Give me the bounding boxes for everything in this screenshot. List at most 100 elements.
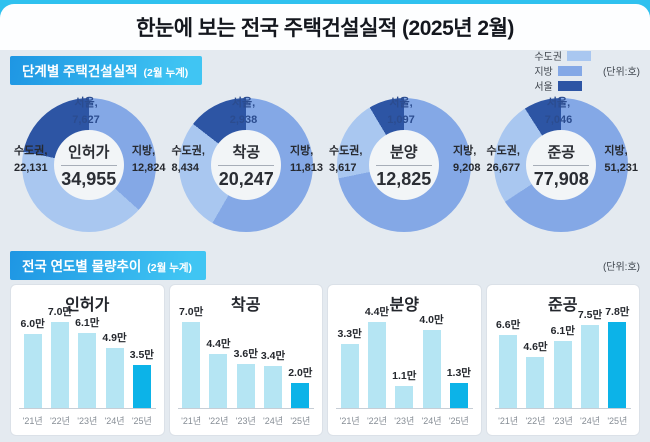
label-local-name: 지방, bbox=[604, 145, 628, 157]
donut-chart: 착공 20,247 서울, 2,938 수도권, 8,434 지방, 11,813 bbox=[168, 85, 326, 245]
bar bbox=[78, 333, 97, 408]
year-axis: '21년 '22년 '23년 '24년 '25년 bbox=[495, 414, 632, 427]
bar-chart-card: 분양 3.3만 4.4만 1.1만 4.0만 1.3만 '21년 '22년 '23년 '24년 '2… bbox=[327, 284, 482, 436]
label-seoul: 서울, 7,046 bbox=[545, 95, 573, 129]
bar-value-label: 1.1만 bbox=[392, 370, 417, 382]
bar-value-label: 3.3만 bbox=[337, 328, 362, 340]
donut-title: 분양 bbox=[389, 143, 418, 161]
bar bbox=[422, 330, 441, 408]
year-label: '21년 bbox=[339, 416, 360, 426]
year-axis: '21년 '22년 '23년 '24년 '25년 bbox=[336, 414, 473, 427]
bar-slot: 7.0만 bbox=[179, 304, 203, 408]
bar bbox=[50, 322, 69, 408]
bar-slot: 4.4만 bbox=[206, 336, 231, 408]
bar-slot: 2.0만 bbox=[288, 365, 312, 408]
label-local: 지방, 12,824 bbox=[132, 143, 166, 177]
bar-slot: 3.5만 bbox=[130, 347, 154, 408]
top-accent-strip: 한눈에 보는 전국 주택건설실적 (2025년 2월) bbox=[0, 0, 650, 50]
donut-center: 착공 20,247 bbox=[211, 130, 282, 200]
year-label: '24년 bbox=[421, 416, 442, 426]
bar-value-label: 4.9만 bbox=[102, 332, 127, 344]
bar-chart-title: 준공 bbox=[548, 297, 578, 314]
bar-slot: 1.3만 bbox=[447, 365, 471, 408]
legend-item: 수도권 bbox=[534, 48, 591, 63]
label-capital: 수도권, 8,434 bbox=[172, 143, 205, 177]
label-seoul-name: 서울, bbox=[546, 97, 571, 109]
bar bbox=[526, 357, 545, 408]
bar-slot: 7.8만 bbox=[605, 304, 629, 408]
section1-badge-subtitle: (2월 누계) bbox=[143, 67, 189, 79]
donut-chart-row: 인허가 34,955 서울, 7,627 수도권, 22,131 지방, 12,824 착공 20… bbox=[10, 85, 640, 245]
bar-value-label: 2.0만 bbox=[288, 367, 313, 379]
year-label: '22년 bbox=[366, 416, 387, 426]
label-capital: 수도권, 22,131 bbox=[14, 143, 48, 177]
label-capital-value: 3,617 bbox=[329, 162, 357, 175]
donut-chart: 인허가 34,955 서울, 7,627 수도권, 22,131 지방, 12,824 bbox=[10, 85, 168, 245]
bar-value-label: 7.0만 bbox=[179, 306, 204, 318]
year-axis: '21년 '22년 '23년 '24년 '25년 bbox=[178, 414, 315, 427]
label-capital-value: 8,434 bbox=[171, 162, 200, 175]
bar-chart-plot: 6.6만 4.6만 6.1만 7.5만 7.8만 bbox=[494, 304, 631, 409]
year-label: '22년 bbox=[208, 416, 229, 426]
donut-total-value: 20,247 bbox=[218, 168, 274, 189]
label-local-name: 지방, bbox=[131, 145, 156, 157]
bar bbox=[608, 322, 627, 408]
bar-slot: 1.1만 bbox=[392, 368, 416, 408]
legend-label: 서울 bbox=[534, 82, 553, 93]
donut-divider bbox=[60, 164, 117, 166]
section1-badge-title: 단계별 주택건설실적 bbox=[22, 64, 138, 79]
label-capital: 수도권, 3,617 bbox=[329, 143, 362, 177]
bar-value-label: 4.0만 bbox=[419, 314, 444, 326]
title-band: 한눈에 보는 전국 주택건설실적 (2025년 2월) bbox=[0, 4, 650, 50]
section2-badge-subtitle: (2월 누계) bbox=[147, 262, 193, 274]
donut-center: 인허가 34,955 bbox=[53, 130, 124, 200]
bar-value-label: 7.8만 bbox=[605, 306, 630, 318]
bar-chart-plot: 6.0만 7.0만 6.1만 4.9만 3.5만 bbox=[19, 305, 156, 409]
section2-header-row: 전국 연도별 물량추이 (2월 누계) (단위:호) bbox=[10, 251, 640, 280]
bar-value-label: 7.0만 bbox=[47, 306, 73, 318]
section1-badge: 단계별 주택건설실적 (2월 누계) bbox=[10, 56, 203, 85]
bar-slot: 7.0만 bbox=[48, 304, 72, 408]
label-local: 지방, 11,813 bbox=[290, 143, 323, 177]
donut-title: 인허가 bbox=[68, 143, 110, 161]
donut-ring: 준공 77,908 bbox=[494, 98, 629, 232]
bar-chart-title: 분양 bbox=[389, 297, 419, 314]
year-label: '24년 bbox=[263, 416, 284, 426]
year-label: '24년 bbox=[104, 416, 125, 426]
donut-total-value: 34,955 bbox=[61, 168, 117, 189]
section1-header-row: 단계별 주택건설실적 (2월 누계) 수도권 지방 서울 (단위:호) bbox=[10, 50, 640, 93]
label-local-value: 12,824 bbox=[131, 162, 166, 175]
bar bbox=[553, 341, 572, 408]
label-local-value: 9,208 bbox=[452, 162, 481, 175]
legend: 수도권 지방 서울 (단위:호) bbox=[534, 48, 640, 93]
bar-slot: 6.0만 bbox=[21, 316, 45, 408]
donut-ring: 인허가 34,955 bbox=[21, 98, 156, 232]
bar-value-label: 3.6만 bbox=[233, 348, 258, 360]
bar-value-label: 3.5만 bbox=[129, 349, 154, 361]
label-seoul-name: 서울, bbox=[389, 97, 413, 109]
bar bbox=[581, 325, 600, 408]
content-area: 단계별 주택건설실적 (2월 누계) 수도권 지방 서울 (단위:호) 인허가 34,… bbox=[0, 50, 650, 436]
legend-item: 지방 bbox=[534, 63, 591, 78]
label-seoul-name: 서울, bbox=[231, 97, 256, 109]
bar-value-label: 7.5만 bbox=[577, 309, 603, 321]
year-label: '25년 bbox=[607, 416, 628, 426]
year-label: '25년 bbox=[448, 416, 469, 426]
year-label: '23년 bbox=[235, 416, 256, 426]
bar-chart-title: 인허가 bbox=[65, 297, 110, 314]
bar bbox=[449, 383, 468, 408]
donut-ring: 분양 12,825 bbox=[336, 98, 471, 232]
legend-label: 지방 bbox=[534, 67, 553, 78]
bar bbox=[264, 366, 283, 408]
label-seoul-value: 1,097 bbox=[387, 114, 415, 127]
donut-divider bbox=[218, 164, 275, 166]
bar-chart-card: 착공 7.0만 4.4만 3.6만 3.4만 2.0만 '21년 '22년 '23년 '24년 '2… bbox=[168, 284, 323, 436]
bar bbox=[182, 322, 201, 408]
label-local-value: 51,231 bbox=[604, 162, 638, 175]
year-label: '22년 bbox=[49, 416, 70, 426]
year-label: '23년 bbox=[552, 416, 573, 426]
year-label: '21년 bbox=[498, 416, 519, 426]
bar bbox=[340, 344, 359, 408]
bar-value-label: 6.6만 bbox=[496, 319, 521, 331]
